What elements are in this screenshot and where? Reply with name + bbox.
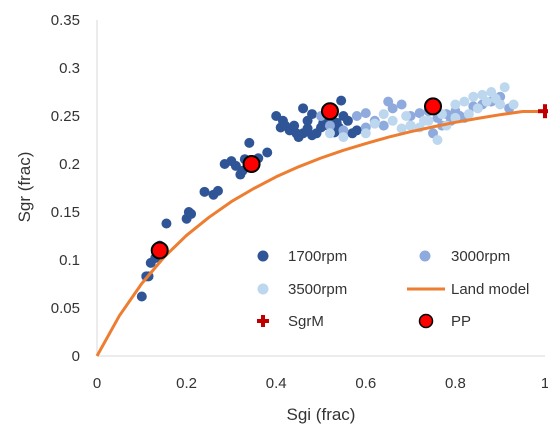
point-3500rpm <box>338 132 349 143</box>
pp-point <box>320 102 339 121</box>
legend-item-land-model: Land model <box>407 281 529 298</box>
legend-item-3500rpm: 3500rpm <box>257 281 347 298</box>
point-1700rpm <box>136 291 147 302</box>
y-tick-label: 0.35 <box>51 12 80 29</box>
legend-label-1700rpm: 1700rpm <box>288 248 347 265</box>
plot-area <box>95 82 548 357</box>
y-tick-label: 0 <box>72 348 80 365</box>
point-1700rpm <box>262 147 273 158</box>
y-tick-label: 0.25 <box>51 108 80 125</box>
point-1700rpm <box>351 125 362 136</box>
y-tick-label: 0.2 <box>59 156 80 173</box>
legend-marker-pp <box>418 313 434 329</box>
point-3500rpm <box>468 91 479 102</box>
legend-marker-3000rpm <box>419 250 431 262</box>
x-tick-labels: 0 0.2 0.4 0.6 0.8 1 <box>93 375 548 392</box>
y-tick-label: 0.3 <box>59 60 80 77</box>
x-tick-label: 0.4 <box>266 375 287 392</box>
point-3000rpm <box>383 96 394 107</box>
point-3500rpm <box>401 111 412 121</box>
legend-item-3000rpm: 3000rpm <box>419 248 510 265</box>
point-3000rpm <box>414 108 425 119</box>
point-3000rpm <box>351 111 362 121</box>
legend-label-sgrm: SgrM <box>288 313 324 330</box>
point-1700rpm <box>289 120 300 131</box>
x-tick-label: 0.2 <box>176 375 197 392</box>
point-3500rpm <box>450 99 461 110</box>
legend-label-land-model: Land model <box>451 281 529 298</box>
point-3000rpm <box>378 120 389 131</box>
legend-item-sgrm: SgrM <box>257 313 324 330</box>
y-tick-label: 0.15 <box>51 204 80 221</box>
point-3500rpm <box>405 120 416 131</box>
point-1700rpm <box>298 103 309 114</box>
point-3500rpm <box>387 115 398 126</box>
point-1700rpm <box>161 218 172 229</box>
point-3000rpm <box>360 108 371 119</box>
point-1700rpm <box>302 115 313 126</box>
pp-point <box>424 97 442 116</box>
series-sgrm <box>538 104 548 119</box>
point-3000rpm <box>324 120 335 131</box>
x-tick-label: 0 <box>93 375 101 392</box>
sgrm-point <box>538 104 548 119</box>
point-3500rpm <box>369 118 380 129</box>
legend-marker-1700rpm <box>257 250 269 262</box>
legend-label-pp: PP <box>451 313 471 330</box>
x-tick-label: 1 <box>541 375 548 392</box>
y-tick-label: 0.05 <box>51 300 80 317</box>
y-axis-title: Sgr (frac) <box>15 152 34 223</box>
y-tick-labels: 0 0.05 0.1 0.15 0.2 0.25 0.3 0.35 <box>51 12 80 365</box>
point-3500rpm <box>324 128 335 139</box>
point-3500rpm <box>432 135 443 145</box>
legend-label-3000rpm: 3000rpm <box>451 248 510 265</box>
point-1700rpm <box>342 115 353 126</box>
x-tick-label: 0.8 <box>445 375 466 392</box>
x-axis-title: Sgi (frac) <box>287 405 356 424</box>
point-3500rpm <box>378 109 389 120</box>
x-tick-label: 0.6 <box>355 375 376 392</box>
point-3500rpm <box>463 109 474 120</box>
legend-label-3500rpm: 3500rpm <box>288 281 347 298</box>
point-3500rpm <box>419 115 430 126</box>
point-3500rpm <box>396 123 407 134</box>
point-3500rpm <box>495 99 506 110</box>
point-1700rpm <box>244 137 255 148</box>
series-land-model <box>95 110 545 357</box>
point-3500rpm <box>459 96 470 107</box>
point-3000rpm <box>396 99 407 110</box>
pp-point <box>242 155 261 173</box>
legend-marker-3500rpm <box>257 283 269 295</box>
point-1700rpm <box>336 95 347 106</box>
series-pp <box>150 97 442 260</box>
point-3500rpm <box>481 96 492 107</box>
legend-item-1700rpm: 1700rpm <box>257 248 347 265</box>
legend-marker-sgrm <box>257 315 269 327</box>
pp-point <box>150 241 169 260</box>
legend-item-pp: PP <box>418 313 471 330</box>
point-1700rpm <box>212 185 223 196</box>
axes <box>96 20 545 357</box>
point-3500rpm <box>472 103 483 114</box>
point-3500rpm <box>499 82 510 93</box>
legend: 1700rpm 3000rpm 3500rpm Land model SgrM … <box>257 248 529 330</box>
point-3500rpm <box>508 99 519 110</box>
point-1700rpm <box>199 186 210 197</box>
land-model-curve <box>95 110 545 357</box>
y-tick-label: 0.1 <box>59 252 80 269</box>
point-1700rpm <box>183 207 194 217</box>
point-3500rpm <box>360 128 371 139</box>
